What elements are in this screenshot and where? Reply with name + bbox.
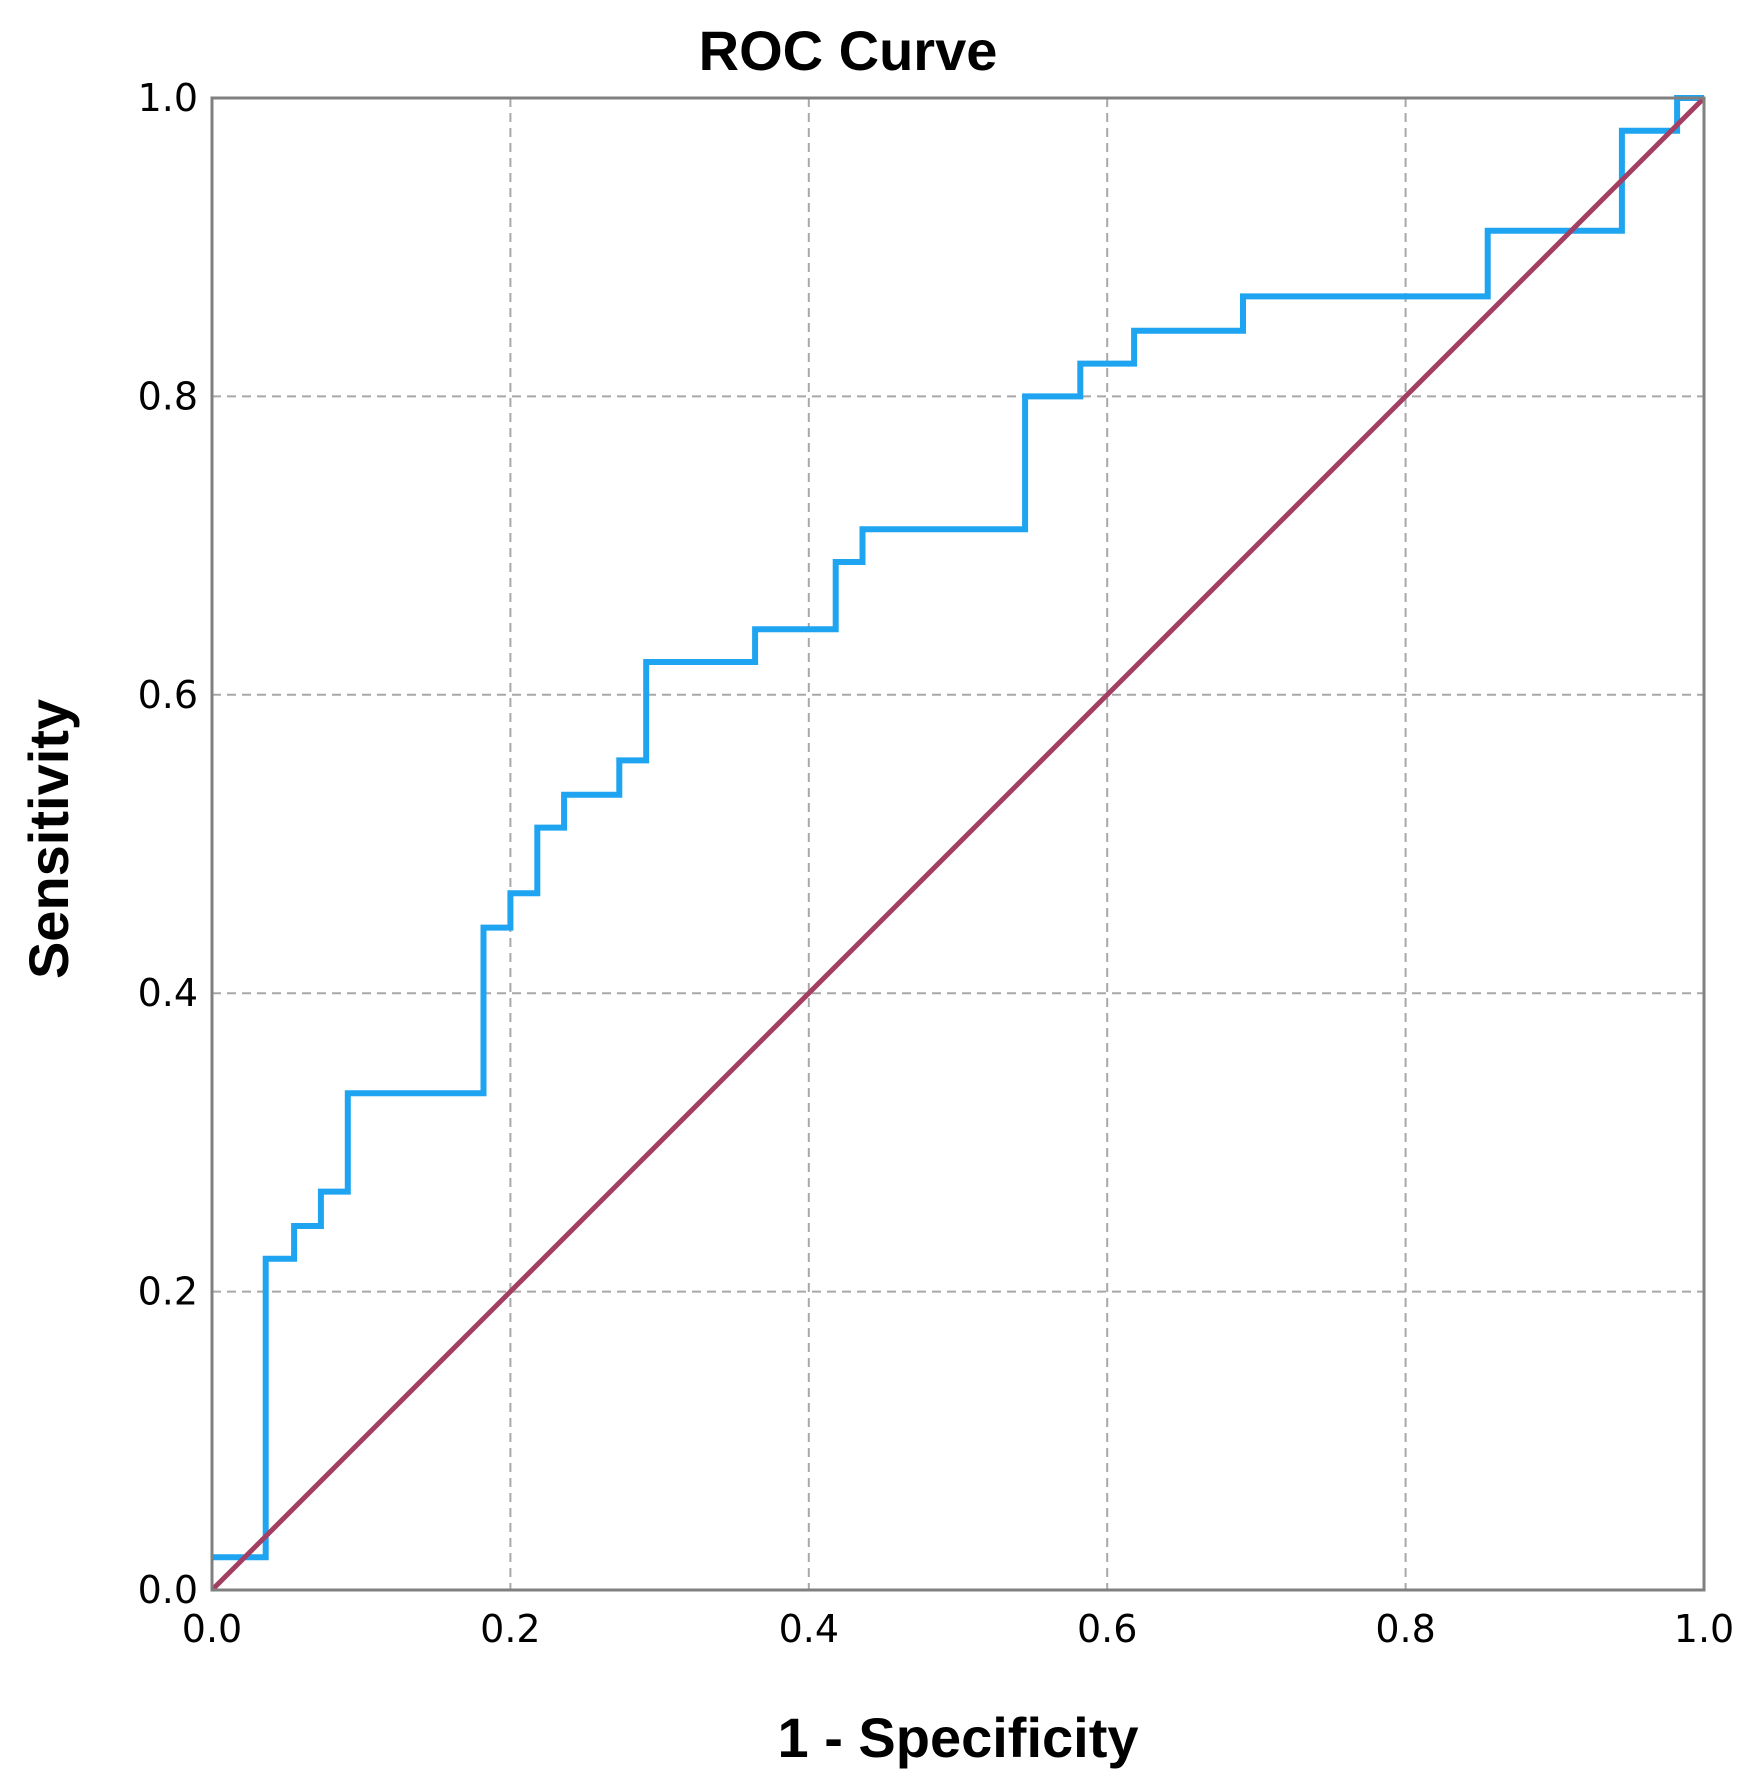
x-tick-label: 1.0 [1674,1607,1734,1651]
x-tick-label: 0.2 [480,1607,540,1651]
x-tick-label: 0.0 [182,1607,242,1651]
y-axis-label: Sensitivity [17,699,80,979]
series-layer [210,95,1706,1592]
y-tick-label: 0.4 [138,971,198,1015]
y-tick-label: 0.6 [138,673,198,717]
chart-title: ROC Curve [699,19,998,82]
reference-line [210,96,1706,1592]
y-tick-label: 0.2 [138,1270,198,1314]
tick-labels: 0.0 0.2 0.4 0.6 0.8 1.0 0.0 0.2 0.4 0.6 0.8 1.0 [138,76,1735,1651]
roc-curve-line [212,95,1704,1561]
y-tick-label: 1.0 [138,76,198,120]
y-tick-label: 0.0 [138,1568,198,1612]
x-tick-label: 0.4 [779,1607,839,1651]
gridlines [212,98,1704,1590]
plot-frame [210,96,1706,1592]
x-tick-label: 0.8 [1375,1607,1435,1651]
x-axis-label: 1 - Specificity [777,1706,1138,1769]
x-tick-label: 0.6 [1077,1607,1137,1651]
y-tick-label: 0.8 [138,374,198,418]
